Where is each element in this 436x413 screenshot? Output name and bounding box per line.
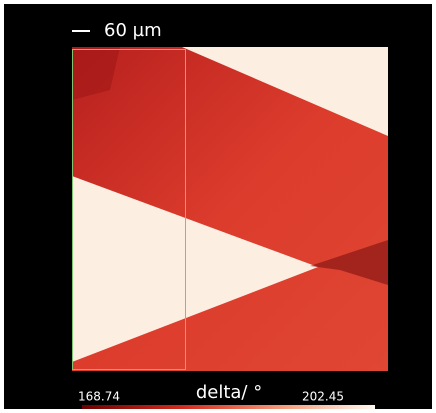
colorbar <box>82 405 375 409</box>
colorbar-label: delta/ ° <box>196 382 262 403</box>
colorbar-min: 168.74 <box>78 390 120 404</box>
map-image <box>72 47 388 371</box>
colorbar-max: 202.45 <box>302 390 344 404</box>
page: 60 µm 168.74 delta/ ° 202.45 (() => { co… <box>0 0 436 413</box>
figure: 60 µm 168.74 delta/ ° 202.45 <box>0 0 436 413</box>
scale-bar-label: 60 µm <box>104 20 162 41</box>
